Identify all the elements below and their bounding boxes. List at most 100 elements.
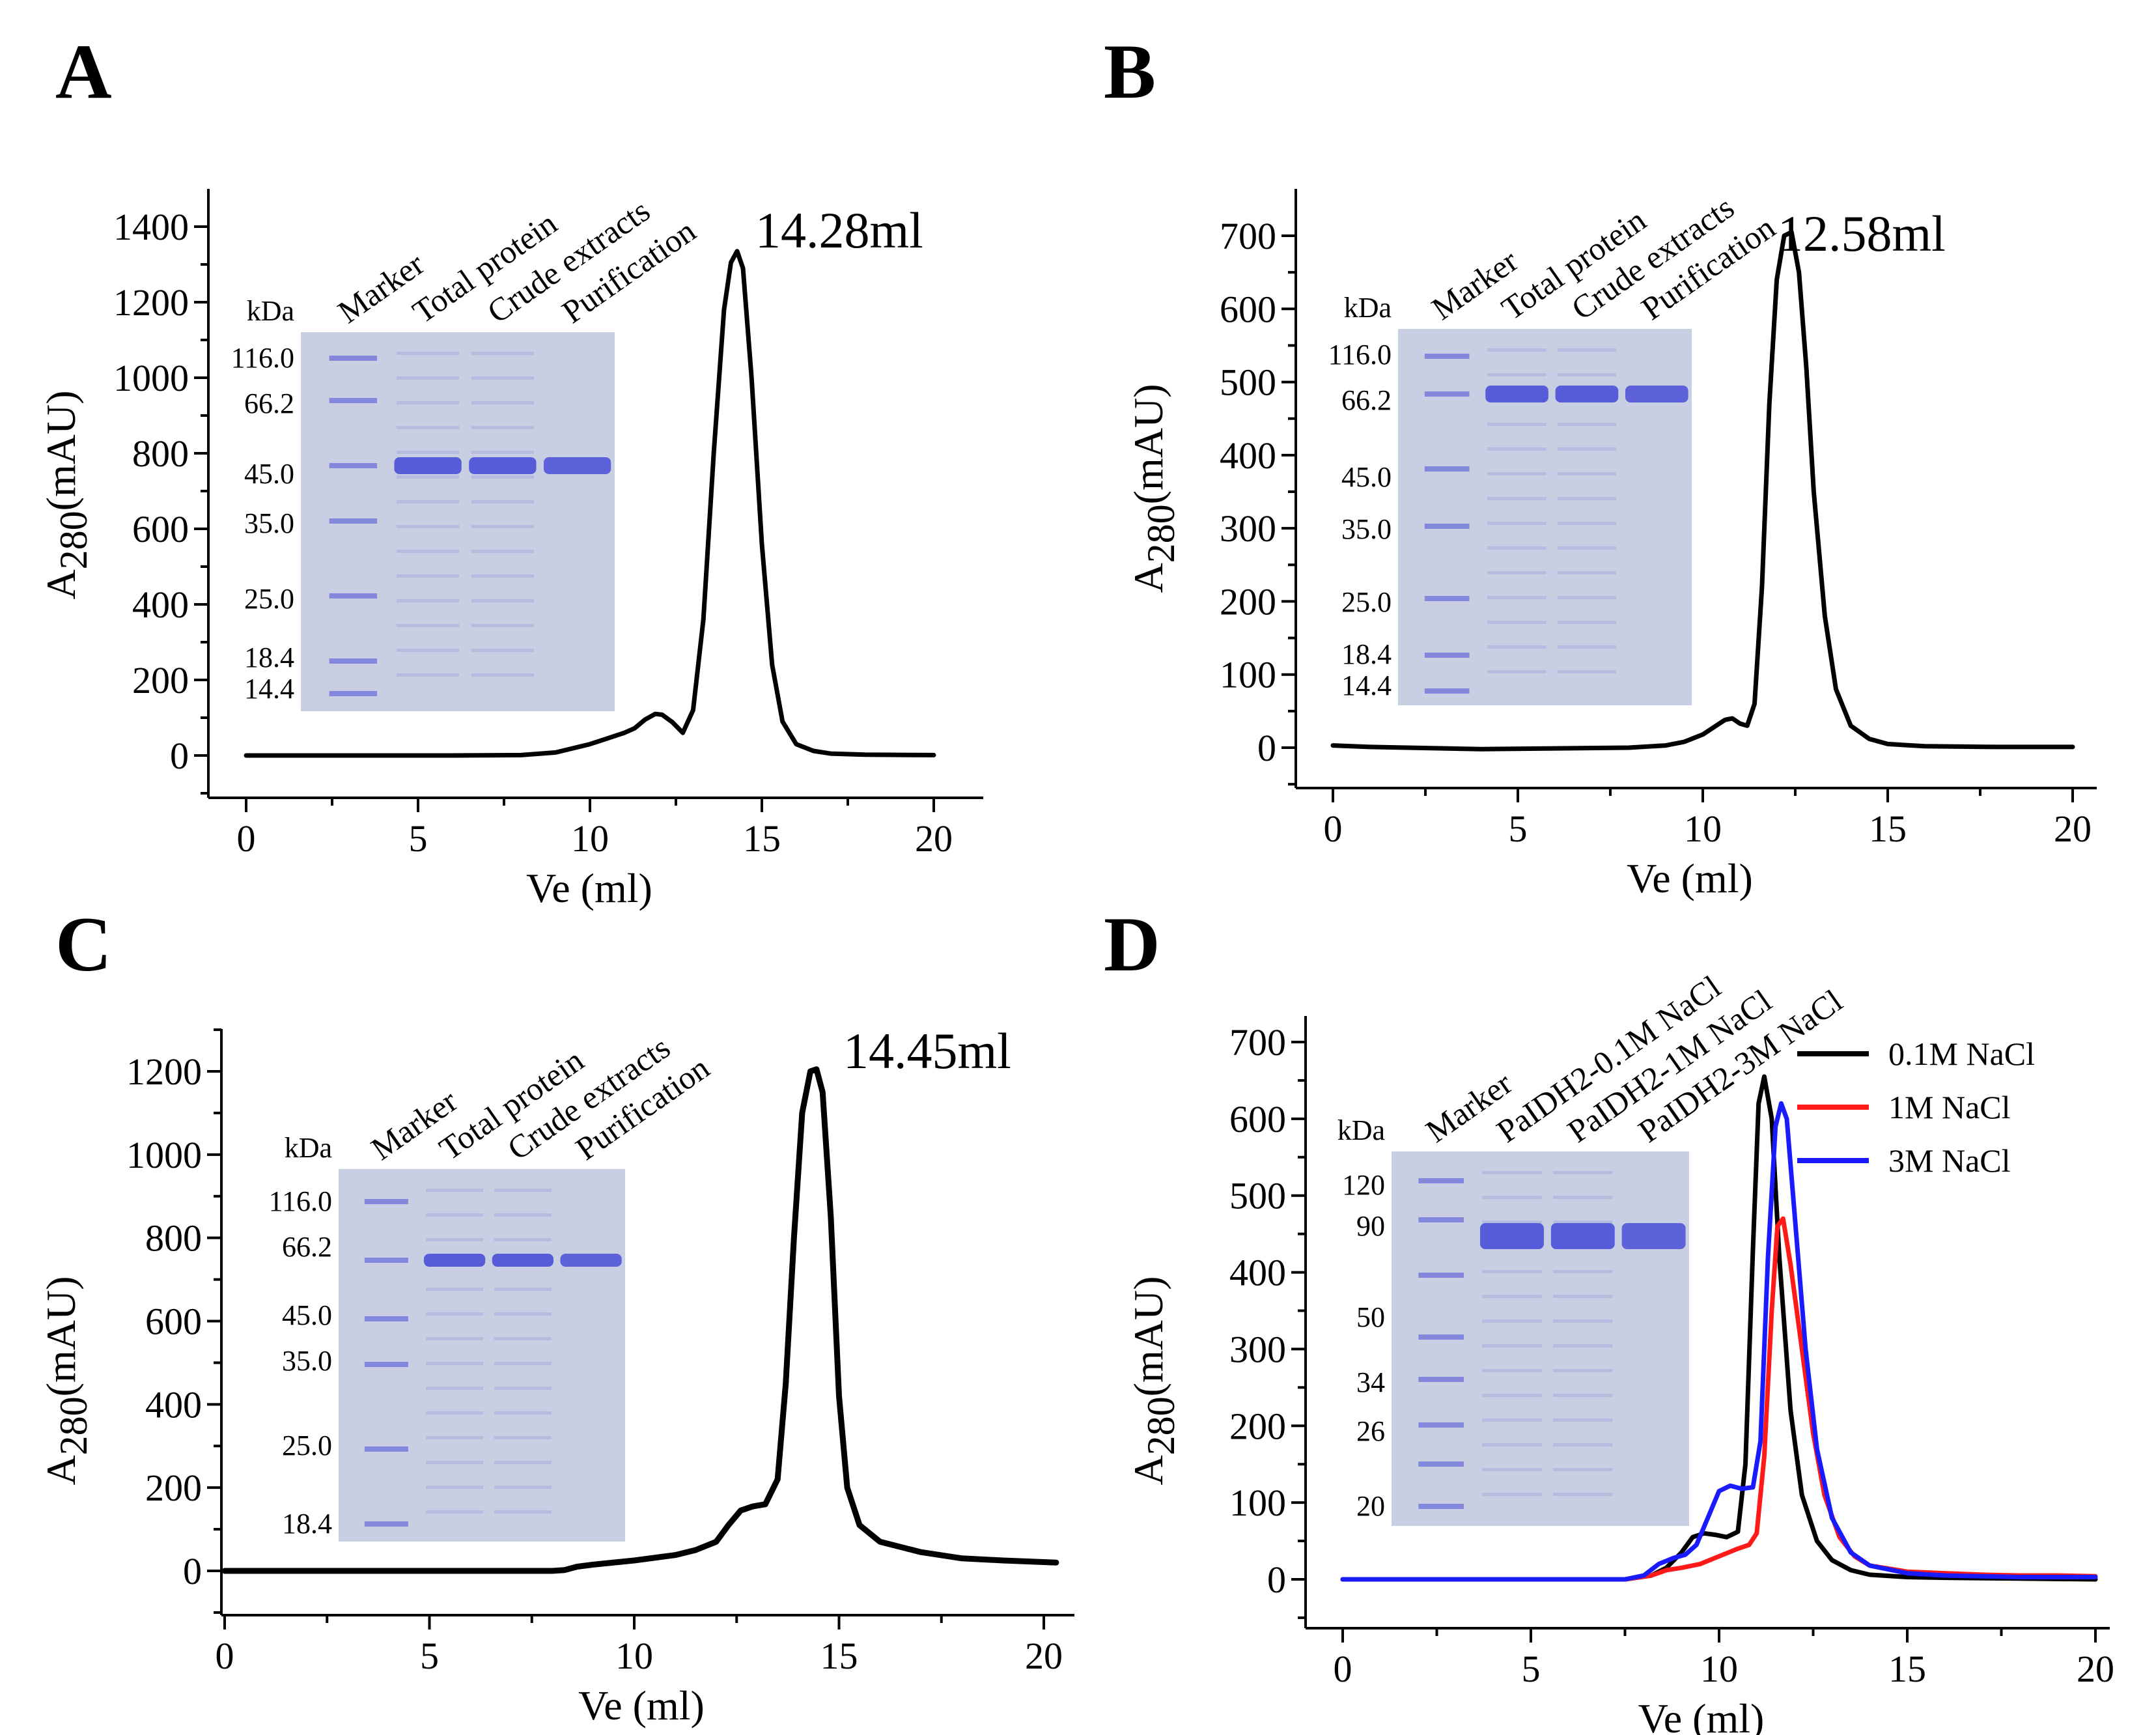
marker-band <box>329 463 378 468</box>
y-tick-label: 400 <box>145 1383 202 1426</box>
x-axis-title: Ve (ml) <box>526 865 652 911</box>
smear-band <box>396 401 460 404</box>
gel-mw-label: 35.0 <box>244 507 294 539</box>
x-tick-label: 20 <box>915 817 953 860</box>
marker-band <box>1424 653 1470 658</box>
peak-label: 14.45ml <box>843 1023 1011 1079</box>
marker-band <box>329 398 378 403</box>
gel-mw-label: 66.2 <box>282 1231 332 1263</box>
y-axis-title: A280(mAU) <box>1125 1276 1183 1485</box>
gel-mw-label: 45.0 <box>282 1299 332 1331</box>
marker-band <box>329 658 378 664</box>
smear-band <box>1487 373 1547 376</box>
x-axis-title: Ve (ml) <box>1627 855 1753 901</box>
smear-band <box>1553 1493 1613 1496</box>
y-tick-label: 600 <box>1229 1098 1286 1140</box>
gel-mw-label: 45.0 <box>1341 461 1392 493</box>
marker-band <box>1418 1377 1464 1382</box>
x-tick-label: 0 <box>237 817 256 860</box>
y-tick-label: 100 <box>1229 1482 1286 1524</box>
smear-band <box>1482 1171 1542 1174</box>
gel-inset: kDa116.066.245.035.025.018.414.4MarkerTo… <box>1328 189 1782 705</box>
smear-band <box>396 550 460 553</box>
gel-lane-label: Marker <box>331 246 431 330</box>
smear-band <box>396 624 460 627</box>
smear-band <box>426 1411 484 1415</box>
marker-band <box>1424 524 1470 529</box>
protein-band <box>1550 1223 1615 1249</box>
smear-band <box>396 599 460 602</box>
protein-band <box>1555 386 1619 402</box>
x-tick-label: 10 <box>615 1635 653 1677</box>
marker-band <box>1424 466 1470 472</box>
smear-band <box>1553 1295 1613 1298</box>
y-axis-title-unit: (mAU) <box>38 1276 84 1396</box>
smear-band <box>494 1411 552 1415</box>
smear-band <box>426 1461 484 1464</box>
marker-band <box>329 518 378 524</box>
panel-c: C 0 200 400 600 800 1000 1200 0 5 10 15 20 Ve (ml) A28… <box>38 901 1074 1728</box>
x-tick-label: 5 <box>409 817 428 860</box>
gel-mw-label: 116.0 <box>1328 339 1392 371</box>
panel-letter: C <box>55 901 112 987</box>
smear-band <box>1487 670 1547 673</box>
gel-mw-label: 25.0 <box>244 583 294 615</box>
smear-band <box>1487 348 1547 352</box>
smear-band <box>1553 1369 1613 1372</box>
y-tick-label: 300 <box>1229 1328 1286 1370</box>
panel-a: A 0 200 400 600 800 1000 1200 1400 0 5 10 15 20 Ve (ml… <box>38 28 983 911</box>
x-tick-label: 20 <box>2077 1648 2114 1690</box>
y-tick-label: 100 <box>1220 654 1276 696</box>
marker-band <box>329 593 378 599</box>
legend-label: 1M NaCl <box>1888 1089 2011 1125</box>
marker-band <box>329 356 378 361</box>
smear-band <box>494 1387 552 1390</box>
x-tick-label: 0 <box>216 1635 234 1677</box>
smear-band <box>1482 1196 1542 1199</box>
smear-band <box>494 1362 552 1365</box>
smear-band <box>396 475 460 479</box>
smear-band <box>1557 447 1617 451</box>
gel-mw-label: 45.0 <box>244 458 294 490</box>
y-axis-title-sub: 280 <box>1140 1396 1183 1455</box>
smear-band <box>1482 1295 1542 1298</box>
protein-band <box>543 457 611 474</box>
gel-mw-label: 25.0 <box>1341 586 1392 618</box>
y-axis-title: A280(mAU) <box>38 1276 95 1485</box>
y-tick-label: 700 <box>1220 215 1276 257</box>
y-tick-label: 800 <box>132 432 189 475</box>
smear-band <box>426 1510 484 1514</box>
smear-band <box>1557 497 1617 500</box>
x-tick-label: 15 <box>743 817 781 860</box>
y-tick-label: 300 <box>1220 507 1276 550</box>
smear-band <box>1487 546 1547 550</box>
y-axis-title: A280(mAU) <box>1125 384 1183 593</box>
protein-band <box>469 457 537 474</box>
gel-kda-title: kDa <box>247 295 294 327</box>
smear-band <box>1553 1319 1613 1323</box>
marker-band <box>364 1258 408 1263</box>
marker-band <box>364 1521 408 1527</box>
x-tick-label: 0 <box>1324 808 1343 850</box>
gel-mw-label: 35.0 <box>282 1345 332 1377</box>
panel-letter: D <box>1104 901 1160 987</box>
protein-band <box>394 457 462 474</box>
gel-mw-label: 35.0 <box>1341 513 1392 545</box>
smear-band <box>1482 1493 1542 1496</box>
smear-band <box>471 500 535 503</box>
y-axis-title-main: A <box>38 1455 84 1485</box>
x-tick-label: 10 <box>571 817 609 860</box>
marker-band <box>1418 1178 1464 1183</box>
smear-band <box>1557 423 1617 426</box>
smear-band <box>494 1510 552 1514</box>
series-line-a280 <box>1330 229 2075 752</box>
y-tick-label: 200 <box>145 1467 202 1509</box>
gel-mw-label: 34 <box>1356 1366 1385 1398</box>
y-axis-title-unit: (mAU) <box>1125 1276 1171 1396</box>
y-tick-label: 1000 <box>113 357 189 399</box>
gel-mw-label: 18.4 <box>282 1508 332 1540</box>
smear-band <box>471 525 535 528</box>
protein-band <box>492 1254 553 1267</box>
